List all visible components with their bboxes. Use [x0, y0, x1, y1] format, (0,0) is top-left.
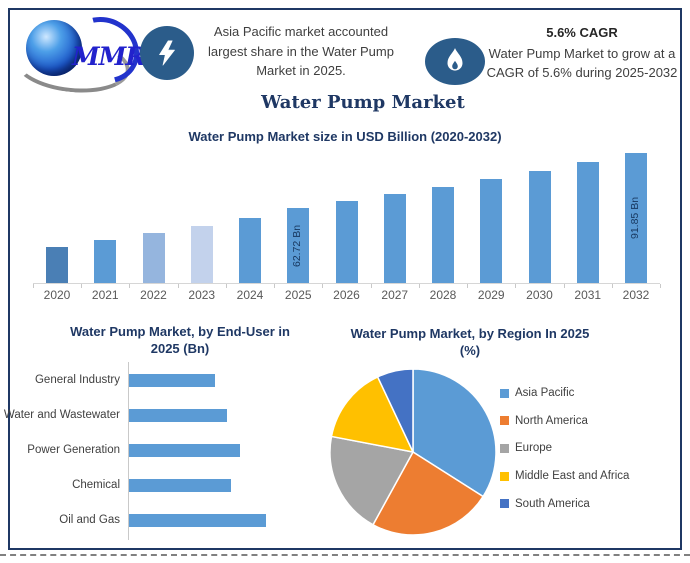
legend-label-europe: Europe [515, 442, 553, 455]
cagr-text: Water Pump Market to grow at a CAGR of 5… [486, 46, 678, 80]
pie-svg [329, 368, 497, 536]
x-tick-label-2027: 2027 [381, 288, 409, 302]
hbar-water-and-wastewater [129, 409, 227, 422]
pie-slice-europe [329, 435, 415, 526]
hbar-label-power-generation: Power Generation [27, 444, 120, 457]
legend-swatch-asia-pacific [500, 388, 509, 398]
hbar-label-oil-and-gas: Oil and Gas [59, 514, 120, 527]
mmr-logo: MMR [11, 4, 152, 98]
x-axis-tick [81, 284, 83, 288]
bottom-dashed-line [0, 554, 690, 556]
x-axis-tick [418, 284, 420, 288]
pie-slice-north-america [371, 450, 485, 536]
legend-swatch-middle-east-and-africa [500, 471, 509, 481]
page-title: Water Pump Market [261, 92, 465, 113]
bar-2021 [94, 240, 117, 283]
bar-2022 [142, 233, 165, 283]
bar-value-label-2025: 62.72 Bn [291, 224, 304, 267]
bar-2029 [480, 179, 503, 283]
bar-2028 [432, 187, 454, 283]
legend-item-south-america: South America [500, 497, 590, 511]
legend-item-middle-east-and-africa: Middle East and Africa [500, 469, 629, 483]
bar-2025 [287, 208, 310, 283]
hbar-label-water-and-wastewater: Water and Wastewater [3, 409, 120, 422]
callout-cagr: 5.6% CAGR Water Pump Market to grow at a… [478, 24, 686, 82]
legend-label-middle-east-and-africa: Middle East and Africa [515, 470, 630, 483]
x-axis-tick [129, 284, 131, 288]
bar-2026 [335, 201, 358, 283]
chart1-title: Water Pump Market size in USD Billion (2… [188, 129, 502, 144]
pie-slice-middle-east-and-africa [330, 375, 415, 454]
globe-icon [26, 20, 82, 76]
hbar-general-industry [129, 374, 215, 387]
x-axis-tick [274, 284, 276, 288]
hbar-oil-and-gas [129, 514, 266, 527]
x-tick-label-2029: 2029 [477, 288, 505, 302]
bar-2020 [46, 247, 68, 283]
bar-2024 [239, 218, 261, 283]
chart3-title: Water Pump Market, by Region In 2025 (%) [350, 326, 590, 358]
legend-label-asia-pacific: Asia Pacific [515, 387, 575, 399]
hbar-label-general-industry: General Industry [34, 374, 120, 387]
x-tick-label-2026: 2026 [333, 288, 360, 302]
x-axis-tick [659, 284, 661, 288]
x-axis-tick [322, 284, 324, 288]
lightning-icon [140, 26, 194, 80]
bar-2023 [190, 226, 213, 283]
hbar-label-chemical: Chemical [72, 479, 120, 492]
x-axis-tick [177, 284, 179, 288]
x-axis-tick [467, 284, 469, 288]
x-axis-tick [225, 284, 227, 288]
x-tick-label-2028: 2028 [429, 288, 457, 302]
x-tick-label-2032: 2032 [622, 288, 650, 302]
legend-swatch-europe [500, 443, 509, 453]
x-tick-label-2025: 2025 [284, 288, 312, 302]
x-tick-label-2022: 2022 [140, 288, 167, 302]
legend-item-north-america: North America [500, 414, 588, 428]
bar-value-label-2032: 91.85 Bn [629, 196, 641, 240]
x-tick-label-2024: 2024 [236, 288, 264, 302]
x-axis-tick [563, 284, 565, 288]
x-tick-label-2030: 2030 [526, 288, 553, 302]
mmr-logo-text: MMR [72, 42, 146, 71]
x-tick-label-2021: 2021 [91, 288, 119, 302]
hbar-power-generation [129, 444, 240, 457]
chart2-title: Water Pump Market, by End-User in 2025 (… [70, 324, 290, 356]
lightning-bolt-glyph [159, 40, 175, 66]
x-tick-label-2031: 2031 [574, 288, 602, 302]
legend-label-south-america: South America [515, 497, 590, 510]
x-axis-tick [33, 284, 34, 288]
callout-asia-pacific: Asia Pacific market accounted largest sh… [208, 24, 394, 78]
hbar-chemical [129, 479, 231, 492]
legend-item-asia-pacific: Asia Pacific [500, 386, 574, 400]
bar-2031 [576, 162, 599, 283]
x-axis-tick [611, 284, 613, 288]
legend-swatch-south-america [500, 499, 509, 509]
flame-icon [425, 38, 485, 85]
chart1-x-axis [33, 283, 660, 284]
bar-2030 [528, 171, 551, 283]
legend-label-north-america: North America [515, 414, 588, 427]
x-tick-label-2023: 2023 [188, 288, 216, 302]
bar-2032 [625, 153, 647, 283]
legend-swatch-north-america [500, 416, 509, 426]
legend-item-europe: Europe [500, 441, 552, 455]
cagr-heading: 5.6% CAGR [546, 25, 618, 40]
flame-glyph [447, 47, 463, 71]
x-axis-tick [515, 284, 517, 288]
bar-2027 [383, 194, 406, 283]
chart2-y-axis [128, 362, 129, 540]
pie-slice-south-america [376, 368, 414, 453]
x-tick-label-2020: 2020 [43, 288, 71, 302]
x-axis-tick [370, 284, 372, 288]
